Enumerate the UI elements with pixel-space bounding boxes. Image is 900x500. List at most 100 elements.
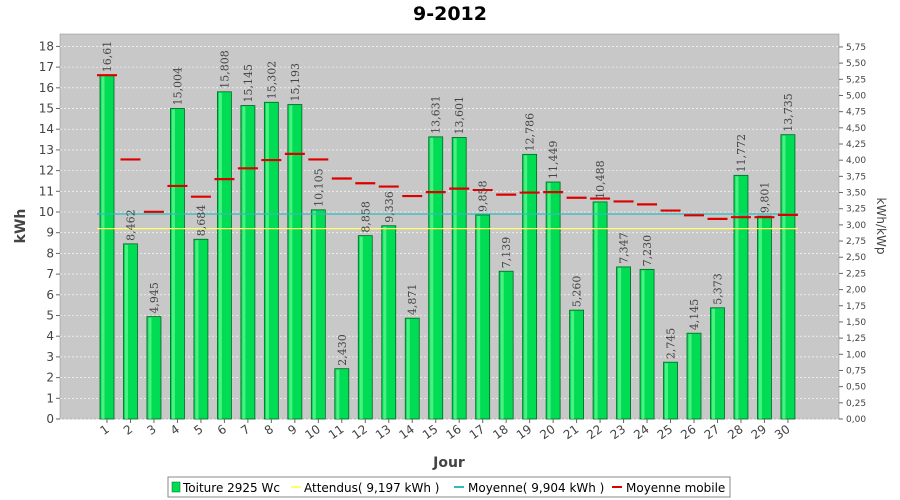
x-tick-label: 9 <box>285 422 299 438</box>
x-axis-title: Jour <box>432 455 465 471</box>
y-right-tick-label: 3,50 <box>846 189 866 199</box>
legend: Toiture 2925 Wc Attendus( 9,197 kWh ) Mo… <box>167 476 731 498</box>
y-axis-right-title: kWh/kWp <box>874 198 888 255</box>
x-tick-label: 18 <box>490 422 511 442</box>
legend-label-bar: Toiture 2925 Wc <box>182 481 280 495</box>
bar-highlight <box>312 210 316 419</box>
value-label: 12,786 <box>524 113 537 152</box>
x-tick-label: 17 <box>467 422 488 442</box>
y-tick-label: 3 <box>46 350 54 364</box>
value-label: 7,230 <box>641 235 654 267</box>
bar-highlight <box>782 135 786 420</box>
y-right-tick-label: 4,00 <box>846 156 866 166</box>
x-tick-label: 3 <box>144 422 158 438</box>
y-right-tick-label: 0,25 <box>846 399 866 409</box>
y-right-tick-label: 0,00 <box>846 415 866 425</box>
bar-highlight <box>195 240 199 419</box>
y-right-tick-label: 5,00 <box>846 91 866 101</box>
bar-highlight <box>547 183 551 419</box>
value-label: 10,488 <box>594 160 607 199</box>
bar-highlight <box>735 176 739 419</box>
y-right-tick-label: 5,25 <box>846 75 866 85</box>
bar-highlight <box>359 236 363 419</box>
bar-highlight <box>148 317 152 419</box>
x-tick-label: 15 <box>420 422 441 442</box>
value-label: 5,373 <box>711 273 724 305</box>
x-tick-label: 13 <box>373 422 394 442</box>
y-right-tick-label: 2,50 <box>846 253 866 263</box>
value-label: 15,193 <box>289 63 302 102</box>
bar-highlight <box>218 92 222 420</box>
value-label: 9,336 <box>383 191 396 223</box>
x-tick-label: 22 <box>584 422 605 442</box>
chart-title: 9-2012 <box>413 3 487 25</box>
y-right-tick-label: 1,50 <box>846 318 866 328</box>
y-right-tick-label: 2,25 <box>846 269 866 279</box>
x-tick-label: 2 <box>121 422 135 438</box>
x-tick-label: 24 <box>631 422 652 442</box>
value-label: 15,145 <box>242 64 255 103</box>
x-tick-label: 28 <box>725 422 746 442</box>
x-tick-label: 1 <box>97 422 111 438</box>
value-label: 9,858 <box>477 180 490 212</box>
y-right-tick-label: 1,25 <box>846 334 866 344</box>
legend-swatch-bar <box>171 481 181 493</box>
y-right-tick-label: 3,75 <box>846 172 866 182</box>
bar-highlight <box>336 369 340 419</box>
x-tick-label: 14 <box>396 422 417 442</box>
x-tick-label: 7 <box>238 422 252 438</box>
y-tick-label: 8 <box>46 246 54 260</box>
value-label: 13,601 <box>453 96 466 135</box>
bar-highlight <box>430 137 434 419</box>
bar-highlight <box>758 217 762 419</box>
y-tick-label: 16 <box>39 81 54 95</box>
bar-highlight <box>101 76 105 419</box>
bar-highlight <box>524 155 528 419</box>
bar-highlight <box>406 319 410 419</box>
y-tick-label: 15 <box>39 102 54 116</box>
bar-highlight <box>171 109 175 419</box>
bar-highlight <box>711 308 715 419</box>
y-tick-label: 2 <box>46 371 54 385</box>
x-tick-label: 16 <box>443 422 464 442</box>
reference-lines <box>97 213 798 230</box>
x-axis: 1 2 3 4 5 6 7 8 9 10 11 12 13 14 15 16 17 18 19 20 21 22 23 24 2… <box>97 419 793 442</box>
bar-highlight <box>500 272 504 419</box>
bar-highlight <box>688 334 692 419</box>
y-right-tick-label: 0,75 <box>846 366 866 376</box>
legend-label-average: Moyenne( 9,904 kWh ) <box>468 481 604 495</box>
x-tick-label: 25 <box>655 422 676 442</box>
x-tick-label: 21 <box>561 422 582 442</box>
bar-highlight <box>477 215 481 419</box>
x-tick-label: 20 <box>537 422 558 442</box>
bar-highlight <box>571 311 575 419</box>
value-label: 10,105 <box>312 168 325 207</box>
y-tick-label: 18 <box>39 39 54 53</box>
y-tick-label: 5 <box>46 309 54 323</box>
y-right-tick-label: 0,50 <box>846 383 866 393</box>
x-tick-label: 29 <box>749 422 770 442</box>
x-tick-label: 27 <box>702 422 723 442</box>
bar-highlight <box>383 226 387 419</box>
value-label: 7,139 <box>500 237 513 269</box>
bar-highlight <box>665 363 669 419</box>
value-label: 8,462 <box>124 209 137 241</box>
value-label: 4,145 <box>688 299 701 331</box>
value-label: 4,871 <box>406 284 419 316</box>
bar-highlight <box>124 244 128 419</box>
y-right-tick-label: 5,75 <box>846 43 866 53</box>
plot-area <box>59 33 840 420</box>
bar-highlight <box>641 270 645 419</box>
y-tick-label: 12 <box>39 164 54 178</box>
bar-highlight <box>453 138 457 419</box>
bar-highlight <box>594 202 598 419</box>
x-tick-label: 6 <box>215 422 229 438</box>
value-label: 16,61 <box>101 41 114 73</box>
bar-highlight <box>265 103 269 420</box>
y-axis-right: 0,00 0,25 0,50 0,75 1,00 1,25 1,50 1,75 2,00 2,25… <box>839 43 866 425</box>
x-tick-label: 26 <box>678 422 699 442</box>
y-right-tick-label: 1,75 <box>846 302 866 312</box>
x-tick-label: 8 <box>262 422 276 438</box>
